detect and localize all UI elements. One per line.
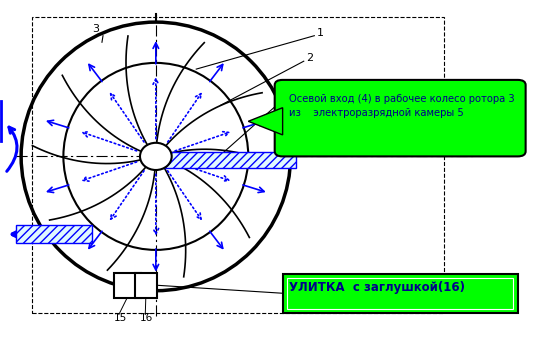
Bar xyxy=(283,274,518,313)
Text: 3: 3 xyxy=(93,24,99,34)
FancyBboxPatch shape xyxy=(275,80,526,156)
Text: 4: 4 xyxy=(290,84,297,94)
Text: 16: 16 xyxy=(140,313,153,323)
Bar xyxy=(16,225,93,243)
Bar xyxy=(114,273,141,298)
Text: 2: 2 xyxy=(306,53,314,63)
Ellipse shape xyxy=(140,143,172,170)
Bar xyxy=(32,17,444,313)
Text: 1: 1 xyxy=(317,28,324,38)
Text: УЛИТКА  с заглушкой(16): УЛИТКА с заглушкой(16) xyxy=(289,281,465,294)
Text: 15: 15 xyxy=(114,313,127,323)
Bar xyxy=(287,278,513,309)
Bar xyxy=(156,152,296,168)
Bar xyxy=(134,273,157,298)
Polygon shape xyxy=(248,108,283,135)
Text: Осевой вход (4) в рабочее колесо ротора 3
из    электроразрядной камеры 5: Осевой вход (4) в рабочее колесо ротора … xyxy=(289,94,514,118)
